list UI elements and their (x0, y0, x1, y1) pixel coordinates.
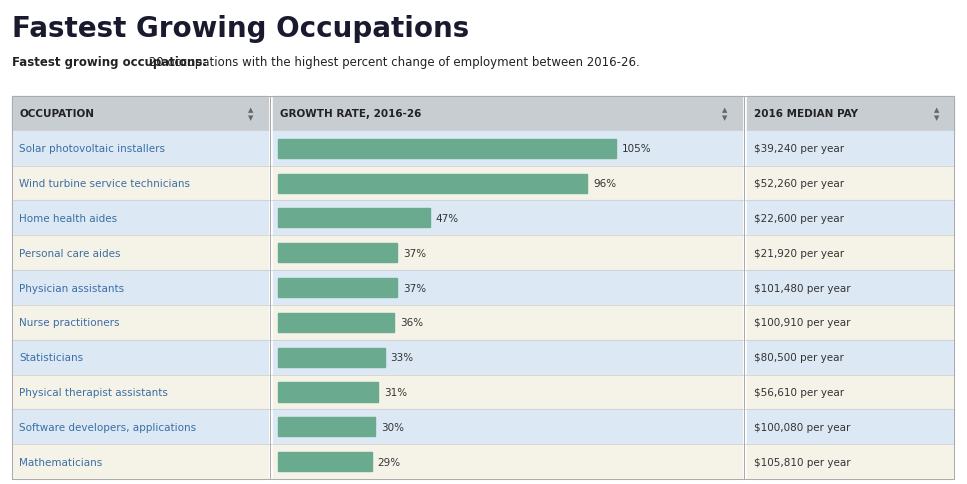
Text: 30%: 30% (381, 422, 404, 432)
Text: ▼: ▼ (721, 115, 727, 121)
Text: Wind turbine service technicians: Wind turbine service technicians (19, 179, 190, 189)
Text: Software developers, applications: Software developers, applications (19, 422, 196, 432)
Text: 96%: 96% (593, 179, 616, 189)
Text: 47%: 47% (435, 213, 458, 224)
Text: $22,600 per year: $22,600 per year (754, 213, 844, 224)
Text: Solar photovoltaic installers: Solar photovoltaic installers (19, 144, 165, 154)
Text: 29%: 29% (377, 457, 400, 467)
Text: Nurse practitioners: Nurse practitioners (19, 318, 120, 328)
Text: 37%: 37% (403, 283, 426, 293)
Text: Mathematicians: Mathematicians (19, 457, 103, 467)
Text: OCCUPATION: OCCUPATION (19, 109, 95, 119)
Text: Fastest growing occupations:: Fastest growing occupations: (12, 56, 207, 69)
Text: 105%: 105% (622, 144, 652, 154)
Text: 31%: 31% (384, 387, 407, 397)
Text: Home health aides: Home health aides (19, 213, 117, 224)
Text: Personal care aides: Personal care aides (19, 248, 121, 258)
Text: 37%: 37% (403, 248, 426, 258)
Text: $21,920 per year: $21,920 per year (754, 248, 844, 258)
Text: ▲: ▲ (934, 107, 940, 113)
Text: $101,480 per year: $101,480 per year (754, 283, 851, 293)
Text: 2016 MEDIAN PAY: 2016 MEDIAN PAY (754, 109, 859, 119)
Text: Physician assistants: Physician assistants (19, 283, 125, 293)
Text: Statisticians: Statisticians (19, 352, 83, 363)
Text: 20 occupations with the highest percent change of employment between 2016-26.: 20 occupations with the highest percent … (145, 56, 640, 69)
Text: $100,080 per year: $100,080 per year (754, 422, 851, 432)
Text: $56,610 per year: $56,610 per year (754, 387, 844, 397)
Text: 33%: 33% (391, 352, 414, 363)
Text: $105,810 per year: $105,810 per year (754, 457, 851, 467)
Text: Physical therapist assistants: Physical therapist assistants (19, 387, 168, 397)
Text: $80,500 per year: $80,500 per year (754, 352, 844, 363)
Text: GROWTH RATE, 2016-26: GROWTH RATE, 2016-26 (280, 109, 422, 119)
Text: $100,910 per year: $100,910 per year (754, 318, 851, 328)
Text: $39,240 per year: $39,240 per year (754, 144, 844, 154)
Text: $52,260 per year: $52,260 per year (754, 179, 844, 189)
Text: ▼: ▼ (248, 115, 253, 121)
Text: ▲: ▲ (721, 107, 727, 113)
Text: ▼: ▼ (934, 115, 940, 121)
Text: 36%: 36% (400, 318, 424, 328)
Text: ▲: ▲ (248, 107, 253, 113)
Text: Fastest Growing Occupations: Fastest Growing Occupations (12, 15, 469, 43)
